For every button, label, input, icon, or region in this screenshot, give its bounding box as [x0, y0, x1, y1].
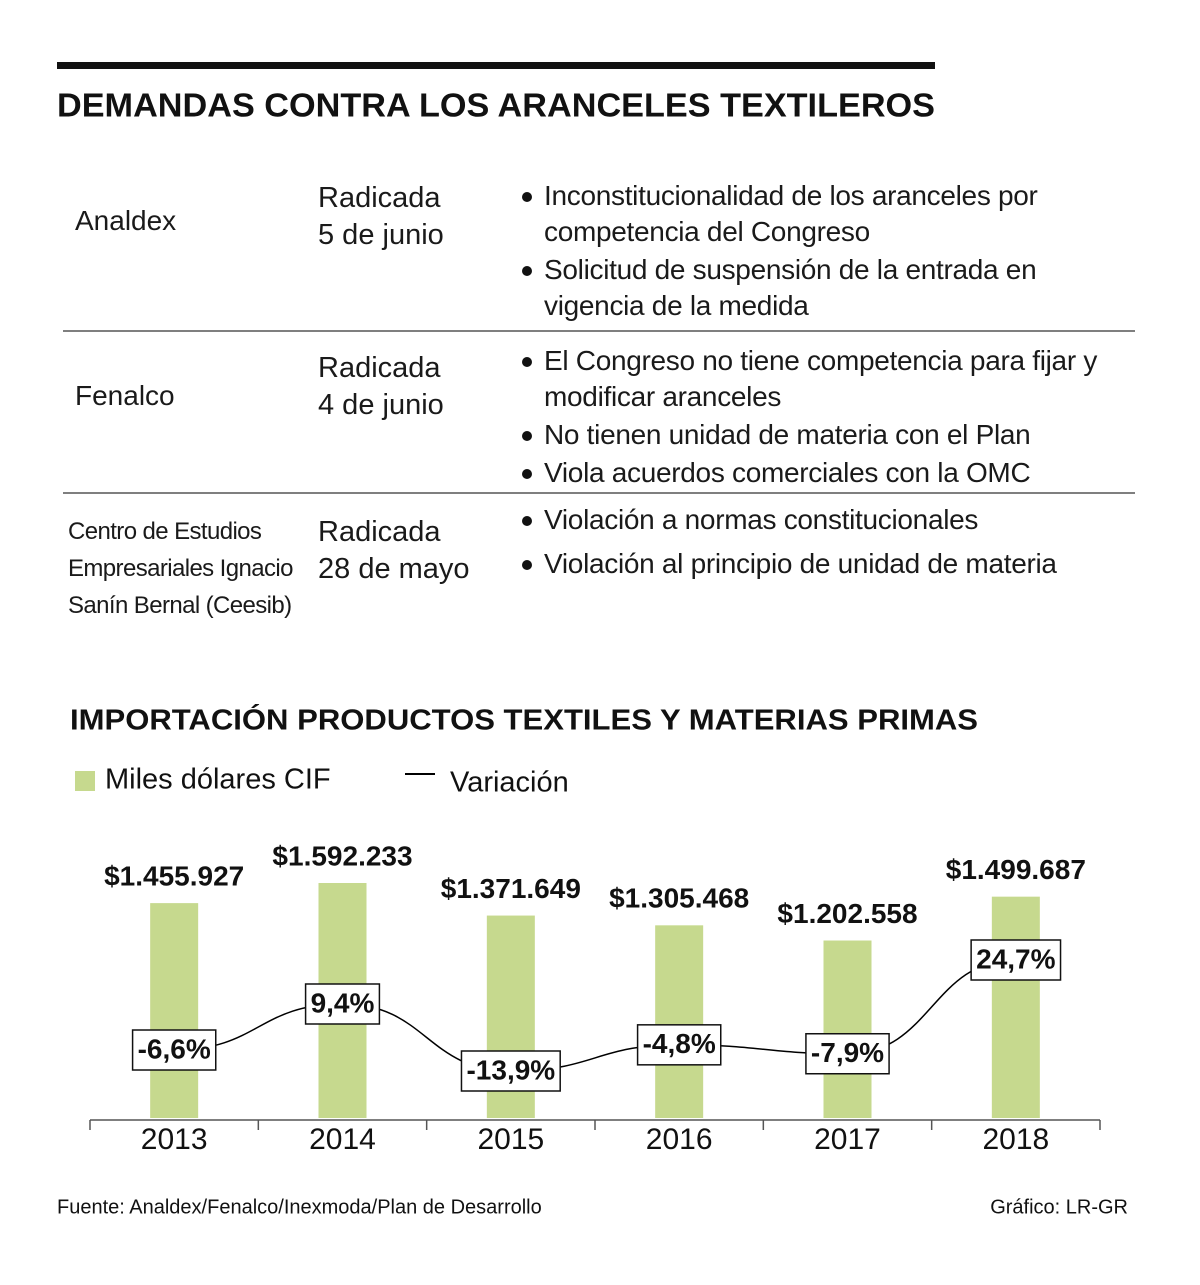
date: 28 de mayo: [318, 553, 470, 585]
point-text: Viola acuerdos comerciales con la OMC: [544, 457, 1031, 488]
label-box: [970, 939, 1062, 981]
variation-label: -4,8%: [636, 1024, 722, 1066]
variation-value: -6,6%: [138, 1033, 211, 1064]
bar-value-label: $1.592.233: [272, 840, 412, 871]
point-text: Inconstitucionalidad de los aranceles po…: [544, 180, 1038, 247]
legend-swatch: [75, 771, 95, 791]
bar: [991, 896, 1040, 1118]
bullet-point: Inconstitucionalidad de los aranceles po…: [520, 178, 1120, 250]
status: Radicada: [318, 516, 441, 548]
points: Inconstitucionalidad de los aranceles po…: [520, 178, 1120, 326]
top-rule: [57, 62, 935, 69]
bar-value-label: $1.499.687: [946, 854, 1086, 885]
bar: [150, 903, 199, 1118]
points: El Congreso no tiene competencia para fi…: [520, 343, 1120, 493]
variation-value: 9,4%: [311, 987, 375, 1018]
x-tick-label: 2014: [309, 1123, 376, 1156]
bullet: [522, 560, 532, 570]
entity: Analdex: [75, 205, 177, 236]
x-tick-label: 2015: [477, 1123, 544, 1156]
variation-value: 24,7%: [976, 943, 1055, 974]
bullet: [522, 192, 532, 202]
bar-value-label: $1.371.649: [441, 873, 581, 904]
x-tick-label: 2013: [141, 1123, 208, 1156]
bar-value-label: $1.305.468: [609, 883, 749, 914]
entity: Fenalco: [75, 380, 175, 411]
label-box: [304, 983, 381, 1025]
bullet: [522, 469, 532, 479]
variation-label: 9,4%: [304, 983, 381, 1025]
label-box: [460, 1050, 561, 1092]
status-block: Radicada 5 de junio: [318, 180, 444, 254]
bar: [655, 925, 704, 1118]
source: Fuente: Analdex/Fenalco/Inexmoda/Plan de…: [57, 1196, 542, 1218]
status: Radicada: [318, 352, 441, 384]
point-text: Violación a normas constitucionales: [544, 504, 979, 535]
bullet-point: Violación al principio de unidad de mate…: [520, 546, 1120, 582]
bullet-point: El Congreso no tiene competencia para fi…: [520, 343, 1120, 415]
status-block: Radicada 28 de mayo: [318, 514, 470, 588]
point-text: El Congreso no tiene competencia para fi…: [544, 345, 1098, 412]
variation-value: -13,9%: [466, 1054, 555, 1085]
chart-title: IMPORTACIÓN PRODUCTOS TEXTILES Y MATERIA…: [70, 703, 978, 737]
x-tick-label: 2017: [814, 1123, 881, 1156]
variation-label: -13,9%: [460, 1050, 561, 1092]
bar-value-label: $1.455.927: [104, 861, 244, 892]
status: Radicada: [318, 182, 441, 214]
legend-label: Variación: [450, 767, 569, 799]
date: 4 de junio: [318, 389, 444, 421]
points: Violación a normas constitucionales Viola…: [520, 502, 1120, 590]
variation-label: -7,9%: [805, 1032, 890, 1075]
credit: Gráfico: LR-GR: [990, 1196, 1128, 1218]
status-block: Radicada 4 de junio: [318, 350, 444, 424]
variation-label: 24,7%: [970, 939, 1062, 981]
x-tick-label: 2018: [982, 1123, 1049, 1156]
bullet-point: Violación a normas constitucionales: [520, 502, 1120, 538]
bullet: [522, 357, 532, 367]
point-text: No tienen unidad de materia con el Plan: [544, 419, 1031, 450]
bar-value-label: $1.202.558: [777, 898, 917, 929]
bullet-point: Viola acuerdos comerciales con la OMC: [520, 455, 1120, 491]
legend-label: Miles dólares CIF: [105, 764, 331, 796]
bar: [823, 940, 872, 1118]
variation-value: -4,8%: [643, 1028, 716, 1059]
x-tick-label: 2016: [646, 1123, 713, 1156]
entity: Centro de Estudios Empresariales Ignacio…: [68, 518, 293, 619]
label-box: [131, 1029, 217, 1071]
point-text: Violación al principio de unidad de mate…: [544, 548, 1057, 579]
bullet-point: No tienen unidad de materia con el Plan: [520, 417, 1120, 453]
bullet: [522, 266, 532, 276]
variation-label: -6,6%: [131, 1029, 217, 1071]
label-box: [805, 1032, 890, 1075]
date: 5 de junio: [318, 219, 444, 251]
bullet-point: Solicitud de suspensión de la entrada en…: [520, 252, 1120, 324]
bullet: [522, 431, 532, 441]
bullet: [522, 516, 532, 526]
point-text: Solicitud de suspensión de la entrada en…: [544, 254, 1037, 321]
variation-value: -7,9%: [811, 1037, 884, 1068]
label-box: [636, 1024, 722, 1066]
page-title: DEMANDAS CONTRA LOS ARANCELES TEXTILEROS: [57, 87, 935, 124]
